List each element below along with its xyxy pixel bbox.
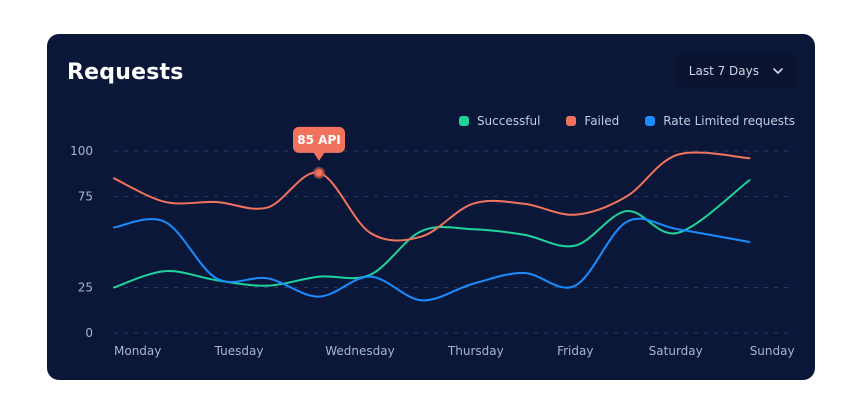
y-tick-label-25: 25	[78, 281, 93, 295]
series-line-failed	[113, 151, 751, 242]
tooltip-pointer	[313, 151, 325, 161]
x-tick-label-friday: Friday	[557, 344, 593, 358]
highlight-point	[314, 168, 324, 178]
requests-line-chart: 0 25 75 100 Monday Tuesday Wednesday Thursday Fr…	[70, 126, 795, 358]
legend-label-rate-limited: Rate Limited requests	[663, 114, 795, 128]
chart-legend: Successful Failed Rate Limited requests	[458, 114, 795, 128]
date-range-dropdown[interactable]: Last 7 Days	[674, 54, 797, 88]
y-tick-label-100: 100	[70, 144, 93, 158]
tooltip-box	[293, 126, 345, 153]
y-tick-label-75: 75	[78, 190, 93, 204]
y-tick-label-0: 0	[85, 326, 93, 340]
series-line-rate-limited	[113, 217, 751, 302]
legend-item-successful[interactable]: Successful	[458, 114, 541, 128]
date-range-label: Last 7 Days	[688, 64, 759, 78]
legend-item-rate-limited[interactable]: Rate Limited requests	[645, 114, 795, 128]
legend-label-failed: Failed	[584, 114, 620, 128]
requests-card: Requests Last 7 Days Successful Failed R…	[47, 34, 815, 380]
x-tick-label-wednesday: Wednesday	[325, 344, 394, 358]
x-tick-label-sunday: Sunday	[750, 344, 795, 358]
tooltip-label: 85 API	[297, 133, 340, 147]
legend-item-failed[interactable]: Failed	[566, 114, 619, 128]
x-tick-label-saturday: Saturday	[649, 344, 703, 358]
card-title: Requests	[67, 60, 184, 85]
series-line-successful	[113, 179, 751, 289]
legend-label-successful: Successful	[476, 114, 541, 128]
legend-swatch-failed	[566, 116, 577, 126]
x-tick-label-tuesday: Tuesday	[214, 344, 264, 358]
legend-swatch-rate-limited	[645, 116, 656, 126]
x-tick-label-thursday: Thursday	[447, 344, 504, 358]
x-tick-label-monday: Monday	[114, 344, 161, 358]
chevron-down-icon	[773, 68, 783, 74]
legend-swatch-successful	[458, 116, 469, 126]
